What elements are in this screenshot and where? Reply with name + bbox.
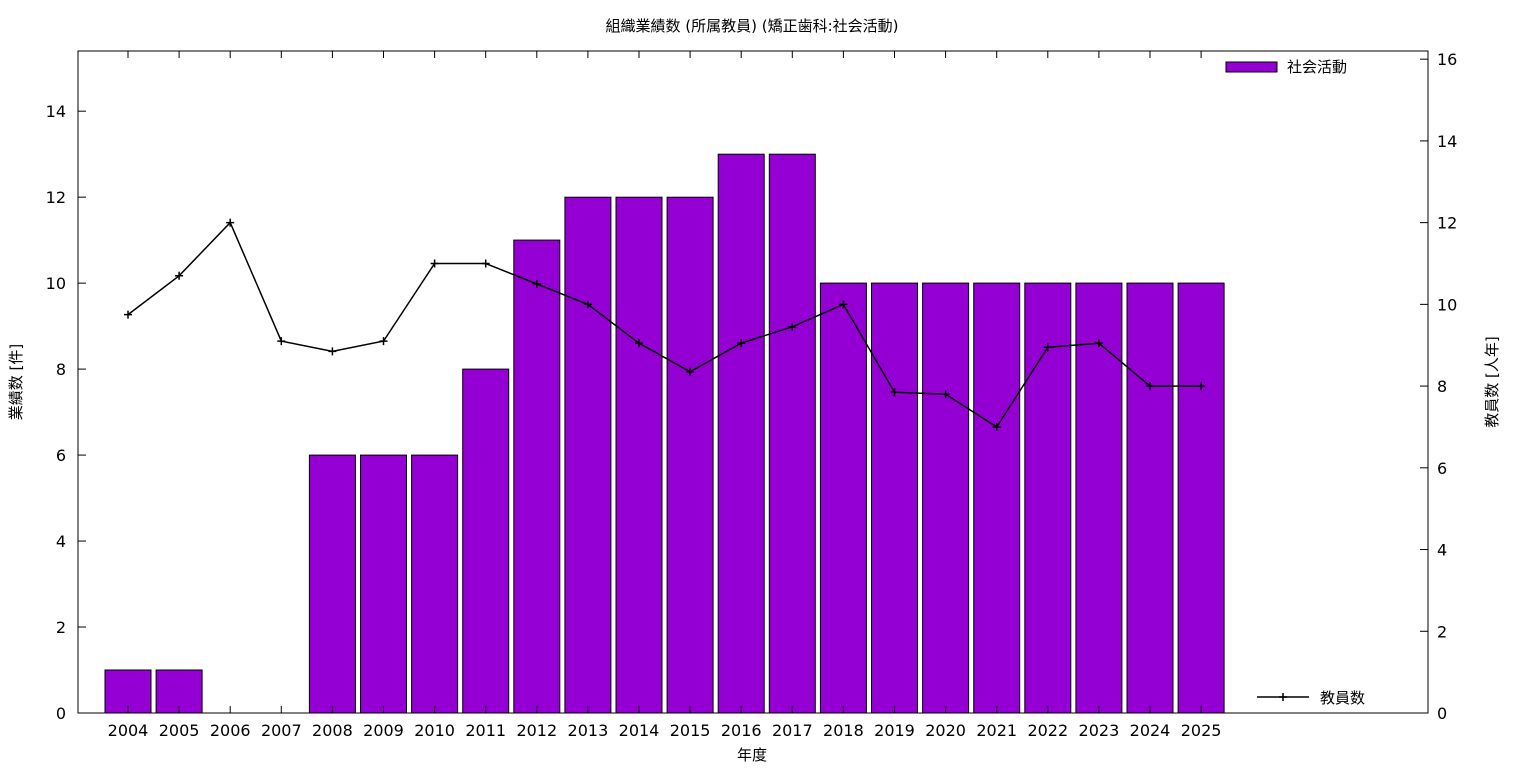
x-tick-label: 2007 bbox=[261, 721, 302, 740]
legend-label-line: 教員数 bbox=[1320, 689, 1365, 707]
x-tick-label: 2012 bbox=[516, 721, 557, 740]
y-tick-label: 10 bbox=[46, 274, 66, 293]
y2-tick-label: 8 bbox=[1437, 377, 1447, 396]
y2-tick-label: 6 bbox=[1437, 459, 1447, 478]
bars-layer bbox=[105, 154, 1224, 713]
y2-tick-label: 16 bbox=[1437, 50, 1457, 69]
bar-2019 bbox=[872, 283, 918, 713]
y-axis-right: 0 2 4 6 8 10 12 14 16 bbox=[1420, 50, 1457, 723]
bar-2025 bbox=[1178, 283, 1224, 713]
bar-2008 bbox=[309, 455, 355, 713]
line-point-2010 bbox=[431, 259, 439, 267]
line-point-2009 bbox=[380, 337, 388, 345]
y-tick-label: 4 bbox=[56, 532, 66, 551]
bar-2010 bbox=[412, 455, 458, 713]
x-tick-label: 2020 bbox=[925, 721, 966, 740]
bar-2024 bbox=[1127, 283, 1173, 713]
y-tick-label: 6 bbox=[56, 446, 66, 465]
chart-title: 組織業績数 (所属教員) (矯正歯科:社会活動) bbox=[606, 17, 899, 35]
x-tick-label: 2010 bbox=[414, 721, 455, 740]
x-tick-label: 2025 bbox=[1181, 721, 1222, 740]
y2-tick-label: 10 bbox=[1437, 295, 1457, 314]
x-tick-label: 2016 bbox=[721, 721, 762, 740]
y2-tick-label: 2 bbox=[1437, 622, 1447, 641]
y-tick-label: 2 bbox=[56, 618, 66, 637]
bar-2023 bbox=[1076, 283, 1122, 713]
line-point-2007 bbox=[277, 337, 285, 345]
x-tick-label: 2011 bbox=[465, 721, 506, 740]
bar-2015 bbox=[667, 197, 713, 713]
y-axis-left: 0 2 4 6 8 10 12 14 bbox=[46, 102, 86, 723]
x-tick-label: 2023 bbox=[1079, 721, 1120, 740]
bar-2009 bbox=[361, 455, 407, 713]
bar-2014 bbox=[616, 197, 662, 713]
y2-axis-label: 教員数 [人年] bbox=[1483, 336, 1501, 427]
bar-2021 bbox=[974, 283, 1020, 713]
x-tick-label: 2006 bbox=[210, 721, 251, 740]
y-tick-label: 8 bbox=[56, 360, 66, 379]
y-axis-label: 業績数 [件] bbox=[7, 344, 25, 420]
y2-tick-label: 4 bbox=[1437, 541, 1447, 560]
legend-swatch-bar bbox=[1226, 62, 1277, 72]
x-tick-label: 2024 bbox=[1130, 721, 1171, 740]
x-tick-label: 2009 bbox=[363, 721, 404, 740]
x-tick-label: 2021 bbox=[976, 721, 1017, 740]
bar-2016 bbox=[718, 154, 764, 713]
x-axis-label: 年度 bbox=[737, 746, 767, 764]
x-tick-label: 2015 bbox=[670, 721, 711, 740]
x-tick-label: 2014 bbox=[619, 721, 660, 740]
y2-tick-label: 14 bbox=[1437, 132, 1457, 151]
x-tick-label: 2004 bbox=[108, 721, 149, 740]
bar-2018 bbox=[820, 283, 866, 713]
x-tick-label: 2019 bbox=[874, 721, 915, 740]
line-point-2011 bbox=[482, 259, 490, 267]
y-tick-label: 14 bbox=[46, 102, 66, 121]
y-tick-label: 12 bbox=[46, 188, 66, 207]
x-tick-label: 2018 bbox=[823, 721, 864, 740]
bar-2013 bbox=[565, 197, 611, 713]
x-tick-label: 2008 bbox=[312, 721, 353, 740]
x-tick-label: 2013 bbox=[568, 721, 609, 740]
x-tick-label: 2005 bbox=[159, 721, 200, 740]
y2-tick-label: 0 bbox=[1437, 704, 1447, 723]
x-tick-label: 2017 bbox=[772, 721, 813, 740]
x-tick-label: 2022 bbox=[1027, 721, 1068, 740]
legend-label-bar: 社会活動 bbox=[1287, 58, 1347, 76]
bar-2017 bbox=[769, 154, 815, 713]
bar-2012 bbox=[514, 240, 560, 713]
legend-marker-line bbox=[1279, 693, 1287, 701]
y-tick-label: 0 bbox=[56, 704, 66, 723]
bar-2011 bbox=[463, 369, 509, 713]
bar-2020 bbox=[923, 283, 969, 713]
y2-tick-label: 12 bbox=[1437, 214, 1457, 233]
line-point-2008 bbox=[328, 347, 336, 355]
